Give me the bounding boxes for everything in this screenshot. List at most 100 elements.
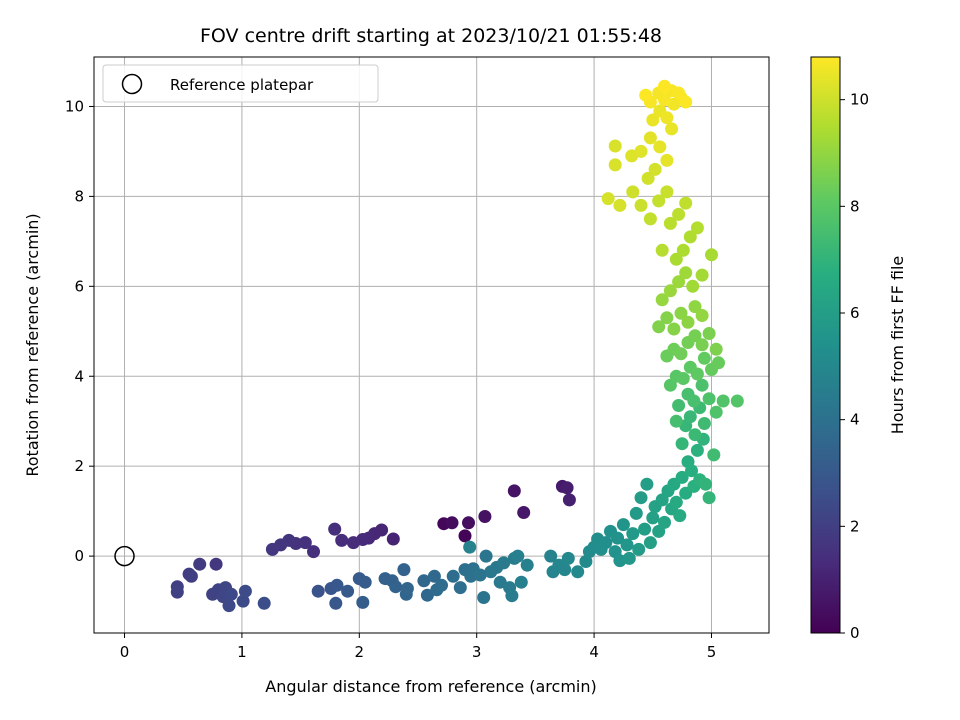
colorbar-label: Hours from first FF file	[888, 256, 907, 435]
data-point	[688, 428, 702, 442]
data-point	[688, 300, 702, 314]
data-point	[672, 399, 686, 412]
data-point	[646, 511, 660, 525]
data-point	[695, 309, 709, 322]
data-point	[629, 506, 643, 520]
data-point	[646, 113, 660, 127]
data-point	[643, 131, 657, 145]
data-point	[298, 536, 312, 550]
data-point	[676, 372, 690, 385]
data-point	[672, 207, 686, 221]
data-point	[709, 342, 723, 356]
data-point	[652, 194, 666, 208]
data-point	[417, 574, 431, 588]
data-point	[626, 185, 640, 199]
y-tick-label: 2	[74, 457, 84, 475]
data-point	[599, 536, 613, 550]
data-point	[632, 542, 646, 556]
data-point	[707, 448, 721, 462]
data-point	[358, 575, 372, 589]
data-point	[346, 536, 360, 550]
data-point	[458, 529, 472, 543]
colorbar-tick-label: 6	[850, 304, 860, 322]
data-point	[473, 568, 487, 582]
data-point	[655, 243, 669, 257]
data-point	[224, 587, 238, 601]
data-point	[479, 549, 493, 563]
legend-label: Reference platepar	[170, 76, 314, 94]
data-point	[435, 578, 448, 592]
data-point	[328, 522, 342, 536]
data-point	[705, 248, 718, 262]
data-point	[420, 588, 434, 602]
data-point	[170, 585, 184, 599]
data-point	[514, 575, 528, 589]
data-point	[571, 565, 585, 579]
data-point	[690, 443, 704, 457]
legend-open-circle-icon	[121, 73, 143, 95]
data-point	[453, 581, 467, 595]
data-point	[622, 551, 636, 565]
data-point	[702, 392, 716, 406]
x-tick-label: 0	[120, 643, 130, 661]
data-point	[517, 506, 531, 519]
colorbar-gradient	[810, 56, 841, 634]
data-point	[427, 569, 441, 583]
data-point	[702, 491, 716, 505]
data-point	[330, 578, 344, 592]
data-point	[505, 589, 519, 603]
data-point	[193, 557, 207, 571]
data-point	[658, 93, 671, 107]
data-point	[520, 558, 534, 572]
data-point	[695, 268, 709, 282]
data-point	[675, 470, 689, 484]
y-tick-label: 0	[74, 547, 84, 565]
data-point	[611, 531, 625, 545]
data-point	[681, 315, 695, 329]
x-tick-label: 3	[472, 643, 482, 661]
data-point	[702, 327, 716, 340]
colorbar-tick-label: 8	[850, 197, 860, 215]
legend: Reference platepar	[102, 64, 379, 103]
colorbar-tick-label: 0	[850, 624, 860, 642]
data-point	[257, 596, 271, 610]
data-point	[397, 563, 411, 577]
data-point	[712, 356, 725, 370]
data-point	[665, 122, 679, 136]
data-point	[626, 527, 640, 541]
data-point	[697, 417, 711, 430]
data-point	[683, 410, 697, 424]
data-point	[608, 139, 622, 153]
data-point	[561, 551, 575, 565]
colorbar-tick-label: 10	[850, 91, 869, 109]
data-point	[672, 275, 686, 289]
data-point	[688, 329, 702, 343]
colorbar-ticks: 0 2 4 6 8 10	[840, 91, 869, 642]
data-point	[184, 569, 198, 583]
data-point	[658, 79, 671, 93]
data-point	[389, 580, 403, 594]
data-points	[114, 79, 744, 613]
data-point	[638, 522, 652, 536]
data-point	[236, 594, 250, 608]
data-point	[643, 212, 657, 226]
data-point	[687, 394, 701, 408]
data-point	[639, 88, 653, 102]
data-point	[653, 140, 667, 154]
data-point	[660, 153, 674, 167]
data-point	[386, 532, 400, 546]
data-point	[493, 575, 507, 589]
data-point	[209, 557, 223, 571]
plot-frame	[93, 56, 770, 634]
colorbar: 0 2 4 6 8 10 Hours from first FF file	[810, 56, 907, 642]
data-point	[641, 171, 655, 185]
data-point	[660, 311, 674, 325]
grid-lines	[94, 57, 769, 633]
data-point	[620, 538, 634, 552]
data-point	[699, 477, 713, 491]
data-point	[669, 414, 683, 428]
data-point	[683, 230, 697, 244]
x-tick-label: 1	[237, 643, 247, 661]
data-point	[329, 596, 343, 610]
